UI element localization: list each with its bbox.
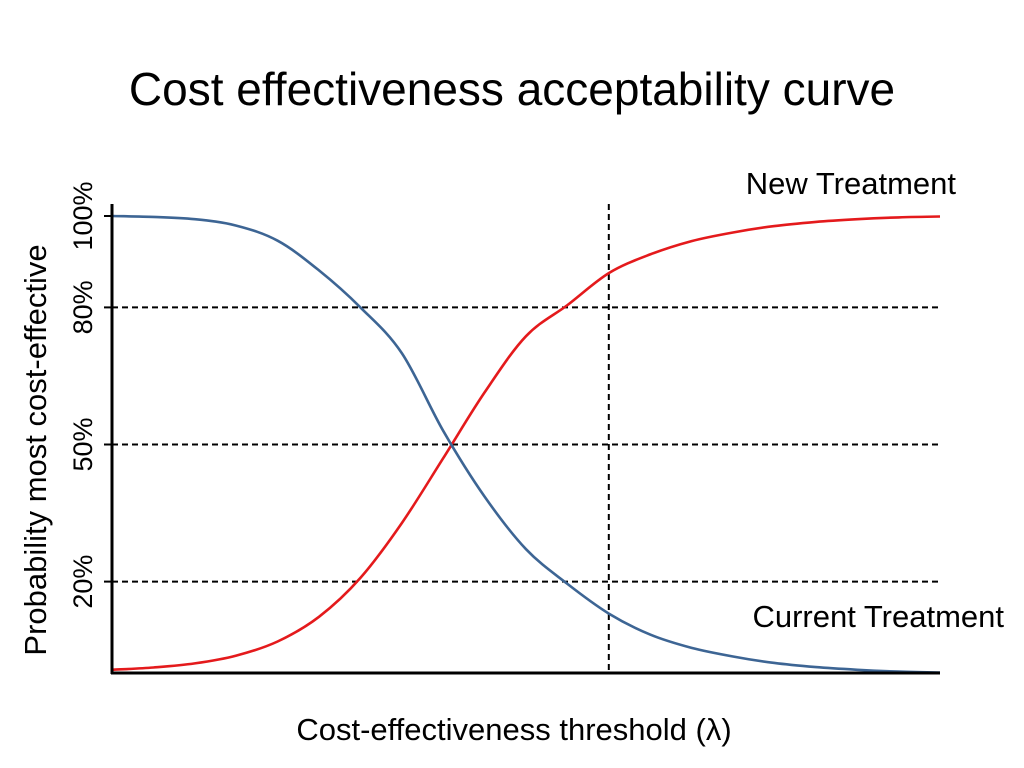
- y-tick-label-100: 100%: [68, 181, 98, 250]
- series-label-new-treatment: New Treatment: [746, 166, 957, 201]
- series-line-new-treatment: [111, 215, 941, 672]
- series-label-current-treatment: Current Treatment: [752, 599, 1004, 634]
- x-axis-label: Cost-effectiveness threshold (λ): [296, 712, 731, 747]
- reference-lines: [112, 204, 940, 673]
- y-tick-label-20: 20%: [68, 555, 98, 609]
- y-tick-label-50: 50%: [68, 417, 98, 471]
- y-tick-label-80: 80%: [68, 280, 98, 334]
- series-line-current-treatment: [111, 214, 941, 674]
- slide-title: Cost effectiveness acceptability curve: [128, 63, 896, 115]
- axes: [104, 204, 940, 675]
- labels: 20% 50% 80% 100% Probability most cost-effec…: [18, 166, 1004, 747]
- series-layer: [111, 214, 941, 674]
- y-axis-label: Probability most cost-effective: [18, 244, 53, 655]
